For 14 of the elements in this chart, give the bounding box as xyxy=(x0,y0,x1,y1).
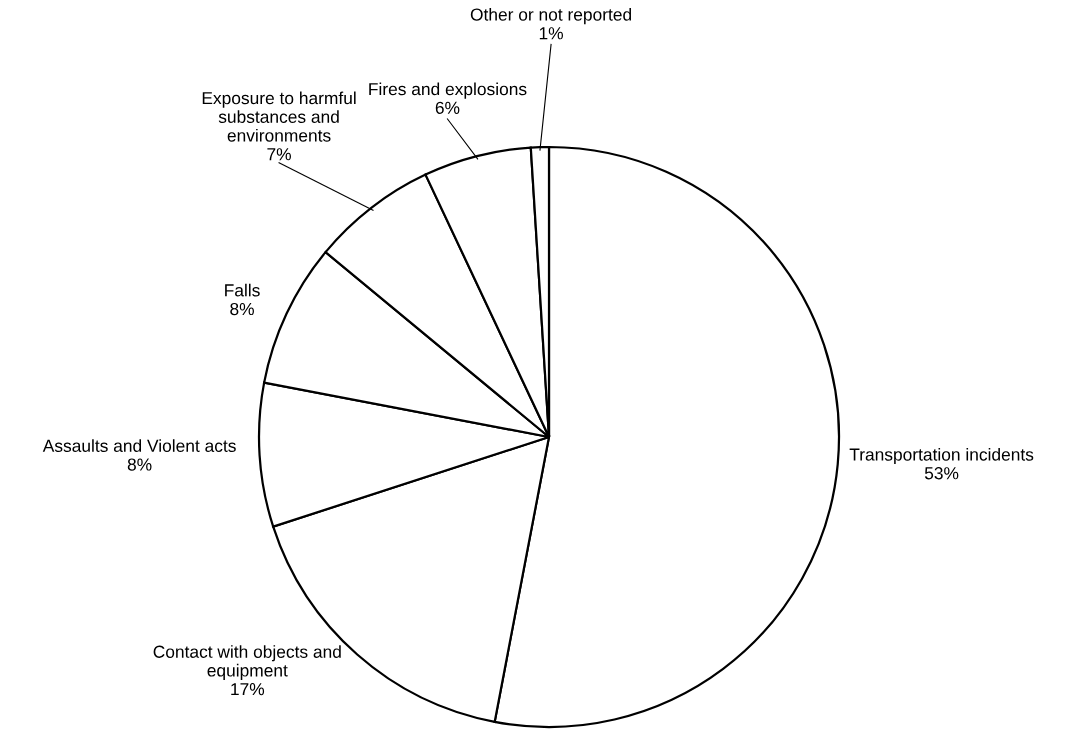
slice-label: Falls xyxy=(225,283,260,297)
slice-label: Assaults and Violent acts xyxy=(42,439,236,452)
data-label: 17% xyxy=(231,683,265,696)
data-label: 7% xyxy=(267,148,291,161)
data-label: 53% xyxy=(924,467,959,480)
data-label: 8% xyxy=(230,302,254,316)
slice-label: Exposure to harmful substances and environments xyxy=(202,91,356,142)
data-label: 1% xyxy=(539,27,563,40)
data-label: 6% xyxy=(435,101,460,114)
slice-label: Fires and explosions xyxy=(369,82,527,99)
slice-label: Contact with objects and equipment xyxy=(153,645,341,681)
slice-label: Other or not reported xyxy=(470,7,632,25)
data-label: 8% xyxy=(127,458,152,471)
slice-label: Transportation incidents xyxy=(849,447,1034,465)
